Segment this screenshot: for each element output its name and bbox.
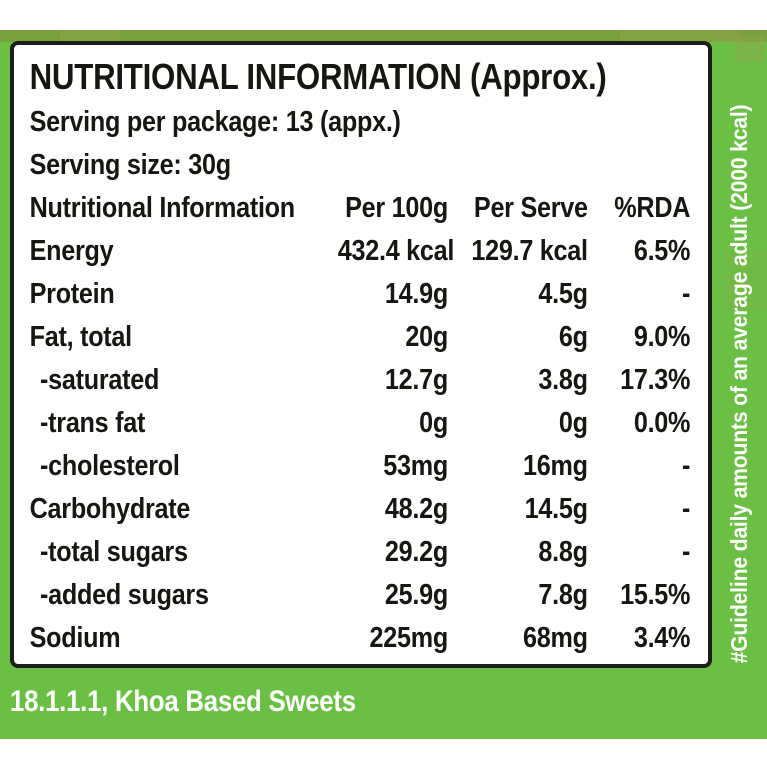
rda-value: 3.4%	[633, 622, 691, 654]
nutrient-label: Carbohydrate	[29, 493, 191, 525]
rda-value: 9.0%	[633, 321, 691, 353]
per-serve-value: 8.8g	[538, 536, 588, 568]
rda-value: -	[682, 450, 691, 482]
nutrition-table: Nutritional Information Per 100g Per Ser…	[29, 187, 708, 660]
rda-value: 17.3%	[620, 364, 691, 396]
table-row: -total sugars 29.2g 8.8g -	[30, 531, 708, 574]
rda-value: 0.0%	[633, 407, 691, 439]
table-row: Carbohydrate 48.2g 14.5g -	[29, 488, 708, 531]
header-rda: %RDA	[614, 192, 691, 224]
rda-value: -	[682, 278, 691, 310]
table-row: -cholesterol 53mg 16mg -	[30, 445, 708, 488]
table-header-row: Nutritional Information Per 100g Per Ser…	[29, 187, 708, 230]
texture-patch	[60, 31, 120, 41]
rda-value: -	[682, 536, 691, 568]
nutrient-label: -total sugars	[40, 536, 188, 568]
per-100g-value: 432.4 kcal	[337, 235, 455, 267]
per-100g-value: 29.2g	[384, 536, 448, 568]
per-serve-value: 68mg	[523, 622, 588, 654]
nutrient-label: -cholesterol	[40, 450, 180, 482]
nutrient-label: Sodium	[29, 622, 121, 654]
nutrient-label: -added sugars	[40, 579, 209, 611]
per-100g-value: 20g	[405, 321, 448, 353]
nutrient-label: Energy	[29, 235, 114, 267]
nutrition-panel-content: NUTRITIONAL INFORMATION (Approx.) Servin…	[14, 45, 708, 660]
serving-size: Serving size: 30g	[29, 149, 231, 181]
table-row: -trans fat 0g 0g 0.0%	[30, 402, 708, 445]
header-per-serve: Per Serve	[473, 192, 588, 224]
table-row: -saturated 12.7g 3.8g 17.3%	[30, 359, 708, 402]
table-row: -added sugars 25.9g 7.8g 15.5%	[30, 574, 708, 617]
per-100g-value: 53mg	[383, 450, 448, 482]
table-row: Protein 14.9g 4.5g -	[29, 273, 708, 316]
nutrition-panel: NUTRITIONAL INFORMATION (Approx.) Servin…	[10, 41, 712, 668]
per-serve-value: 16mg	[523, 450, 588, 482]
rda-value: 6.5%	[633, 235, 691, 267]
nutrient-label: Fat, total	[29, 321, 133, 353]
per-serve-value: 129.7 kcal	[471, 235, 588, 267]
header-nutritional-information: Nutritional Information	[29, 192, 296, 224]
texture-patch	[620, 31, 740, 42]
rda-value: -	[682, 493, 691, 525]
nutrient-label: -saturated	[40, 364, 160, 396]
panel-title: NUTRITIONAL INFORMATION (Approx.)	[29, 56, 607, 97]
category-footer: 18.1.1.1, Khoa Based Sweets	[10, 685, 356, 718]
per-100g-value: 48.2g	[384, 493, 448, 525]
texture-patch	[735, 36, 765, 62]
per-100g-value: 12.7g	[384, 364, 448, 396]
per-serve-value: 6g	[558, 321, 588, 353]
nutrient-label: Protein	[29, 278, 115, 310]
table-row: Fat, total 20g 6g 9.0%	[29, 316, 708, 359]
per-100g-value: 0g	[419, 407, 448, 439]
per-serve-value: 14.5g	[524, 493, 588, 525]
texture-patch	[725, 250, 767, 310]
nutrient-label: -trans fat	[40, 407, 146, 439]
per-100g-value: 25.9g	[384, 579, 448, 611]
per-serve-value: 3.8g	[538, 364, 588, 396]
rda-value: 15.5%	[620, 579, 691, 611]
per-serve-value: 0g	[558, 407, 588, 439]
per-100g-value: 14.9g	[384, 278, 448, 310]
guideline-side-note: #Guideline daily amounts of an average a…	[726, 104, 752, 664]
olive-texture-strip	[0, 30, 767, 42]
per-serve-value: 4.5g	[538, 278, 588, 310]
per-100g-value: 225mg	[369, 622, 449, 654]
table-row: Sodium 225mg 68mg 3.4%	[29, 617, 708, 660]
table-body: Energy 432.4 kcal 129.7 kcal 6.5% Protei…	[29, 230, 708, 660]
table-row: Energy 432.4 kcal 129.7 kcal 6.5%	[29, 230, 708, 273]
per-serve-value: 7.8g	[538, 579, 588, 611]
header-per-100g: Per 100g	[345, 192, 448, 224]
serving-per-package: Serving per package: 13 (appx.)	[29, 106, 401, 138]
